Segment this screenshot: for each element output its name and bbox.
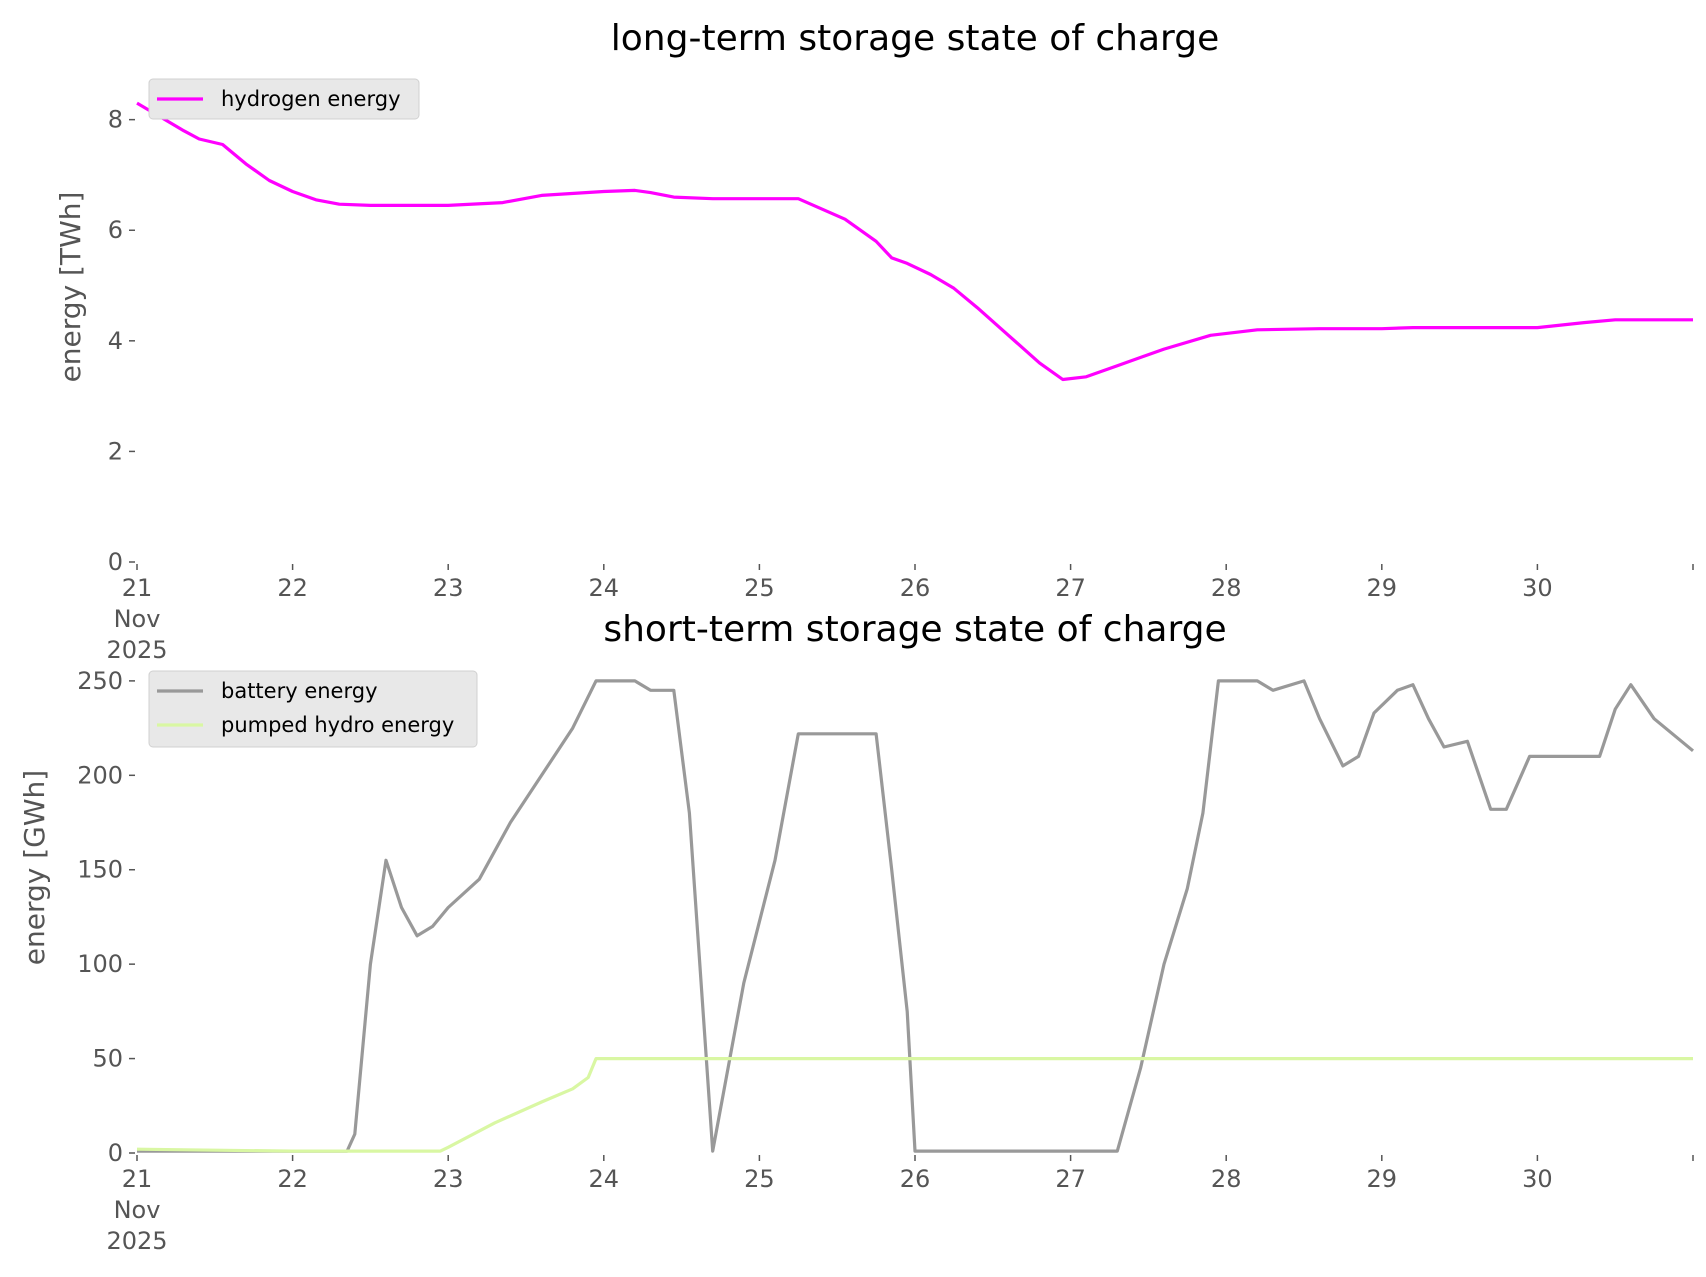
legend-box xyxy=(148,78,420,120)
axis-ticks: 0 50 100 150 200 250 21 Nov 2025 22 23 24 25 26 27 28 29… xyxy=(77,667,1694,1255)
y-axis-label: energy [TWh] xyxy=(54,192,87,383)
x-tick-label: 29 xyxy=(1367,1165,1398,1193)
series-line xyxy=(137,679,1695,1153)
y-tick-label: 6 xyxy=(108,216,123,244)
y-tick-label: 50 xyxy=(92,1045,123,1073)
series-line xyxy=(136,1056,1693,1153)
y-tick-label: 4 xyxy=(108,327,123,355)
x-tick-label: Nov xyxy=(114,1196,161,1224)
x-tick-label: 26 xyxy=(900,574,931,602)
y-tick-label: 0 xyxy=(108,548,123,576)
x-tick-label: 22 xyxy=(277,1165,308,1193)
x-tick-label: 2025 xyxy=(106,1227,167,1255)
x-tick-label: Nov xyxy=(114,605,161,633)
y-tick-label: 200 xyxy=(77,761,123,789)
x-tick-label: 25 xyxy=(744,574,775,602)
chart-title: long-term storage state of charge xyxy=(611,18,1219,59)
long-term-storage-panel: long-term storage state of charge energy… xyxy=(54,18,1694,664)
plot-area xyxy=(136,101,1693,382)
y-tick-label: 2 xyxy=(108,437,123,465)
legend-label: hydrogen energy xyxy=(221,87,401,111)
x-tick-label: 27 xyxy=(1055,574,1086,602)
y-tick-label: 0 xyxy=(108,1139,123,1167)
x-tick-label: 21 xyxy=(122,1165,153,1193)
x-tick-label: 29 xyxy=(1367,574,1398,602)
legend-box xyxy=(148,670,478,748)
x-tick-label: 2025 xyxy=(106,636,167,664)
x-tick-label: 24 xyxy=(589,1165,620,1193)
legend: hydrogen energy xyxy=(148,78,420,120)
x-tick-label: 23 xyxy=(433,574,464,602)
series-line xyxy=(136,101,1693,382)
x-tick-label: 23 xyxy=(433,1165,464,1193)
short-term-storage-panel: short-term storage state of charge energ… xyxy=(18,609,1695,1255)
x-tick-label: 27 xyxy=(1055,1165,1086,1193)
x-tick-label: 24 xyxy=(589,574,620,602)
x-tick-label: 25 xyxy=(744,1165,775,1193)
y-tick-label: 8 xyxy=(108,106,123,134)
y-tick-label: 150 xyxy=(77,856,123,884)
x-tick-label: 30 xyxy=(1522,574,1553,602)
x-tick-label: 28 xyxy=(1211,1165,1242,1193)
legend: battery energy pumped hydro energy xyxy=(148,670,478,748)
plot-area xyxy=(136,679,1695,1153)
y-tick-label: 250 xyxy=(77,667,123,695)
x-tick-label: 22 xyxy=(277,574,308,602)
legend-label: pumped hydro energy xyxy=(221,713,454,737)
y-axis-label: energy [GWh] xyxy=(18,770,51,965)
x-tick-label: 28 xyxy=(1211,574,1242,602)
x-tick-label: 26 xyxy=(900,1165,931,1193)
y-tick-label: 100 xyxy=(77,950,123,978)
chart-title: short-term storage state of charge xyxy=(603,609,1226,650)
x-tick-label: 30 xyxy=(1522,1165,1553,1193)
legend-label: battery energy xyxy=(221,679,378,703)
x-tick-label: 21 xyxy=(122,574,153,602)
